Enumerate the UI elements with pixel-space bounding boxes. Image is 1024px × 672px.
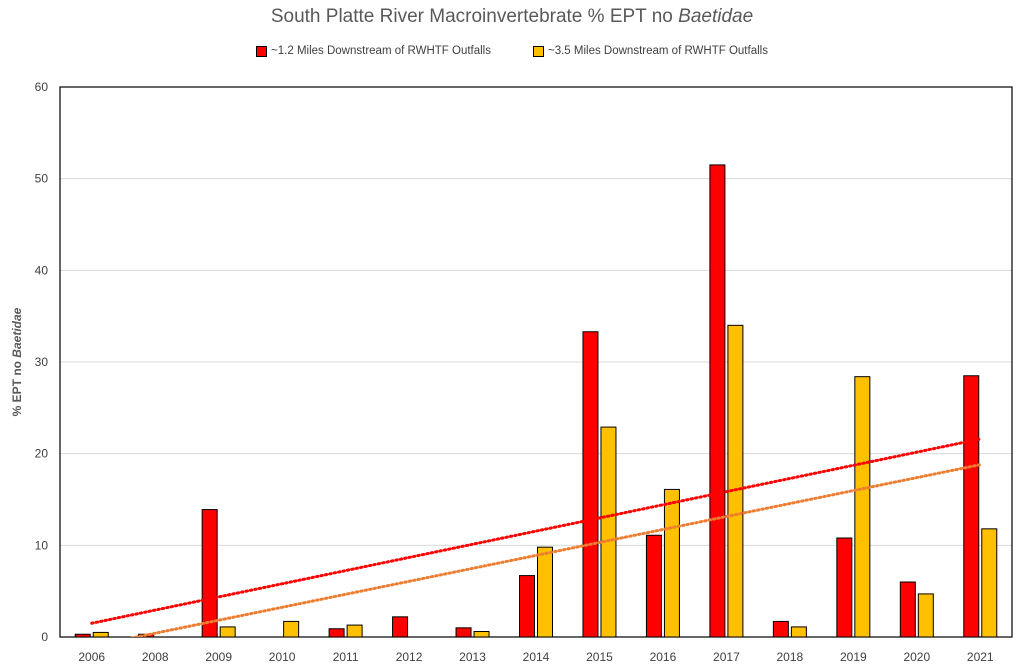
y-axis-label-text: % EPT no: [10, 358, 24, 417]
bar-1-2012: [392, 616, 409, 638]
bar-2-2011: [346, 624, 363, 638]
bar-2-2021: [981, 528, 998, 638]
y-tick-label-10: 10: [35, 538, 49, 552]
x-tick-label-2016: 2016: [650, 650, 677, 664]
bar-2-2006: [92, 631, 109, 638]
y-tick-label-50: 50: [35, 172, 49, 186]
chart-title: South Platte River Macroinvertebrate % E…: [0, 6, 1024, 28]
bar-1-2014: [519, 575, 535, 638]
bar-1-2017: [709, 164, 726, 638]
x-tick-label-2009: 2009: [205, 650, 232, 664]
x-tick-label-2013: 2013: [459, 650, 486, 664]
chart-title-italic: Baetidae: [678, 6, 754, 27]
y-tick-label-40: 40: [35, 263, 49, 277]
bar-2-2009: [219, 626, 236, 638]
bar-2-2017: [727, 324, 744, 638]
bar-1-2020: [899, 581, 916, 638]
y-tick-label-30: 30: [35, 355, 49, 369]
x-tick-label-2012: 2012: [396, 650, 423, 664]
x-tick-label-2017: 2017: [713, 650, 740, 664]
bar-1-2018: [772, 620, 789, 638]
legend-swatch-series-2: [533, 45, 544, 57]
bar-1-2011: [328, 628, 345, 638]
legend-swatch-series-1: [256, 45, 268, 57]
plot-area-border: [59, 86, 1013, 638]
x-tick-label-2011: 2011: [333, 650, 359, 664]
bar-2-2019: [854, 376, 871, 638]
bar-2-2020: [917, 593, 934, 638]
x-tick-label-2008: 2008: [142, 650, 169, 664]
legend-label-series-2: ~3.5 Miles Downstream of RWHTF Outfalls: [548, 45, 768, 57]
y-tick-label-20: 20: [35, 447, 49, 461]
x-tick-label-2014: 2014: [523, 650, 550, 664]
x-tick-label-2010: 2010: [269, 650, 296, 664]
chart-title-text: South Platte River Macroinvertebrate % E…: [270, 6, 673, 27]
legend-label-series-1: ~1.2 Miles Downstream of RWHTF Outfalls: [271, 45, 491, 57]
bar-1-2013: [455, 627, 472, 638]
bar-1-2015: [582, 331, 599, 638]
bar-1-2016: [645, 534, 662, 638]
x-tick-label-2006: 2006: [78, 650, 105, 664]
x-tick-label-2018: 2018: [777, 650, 804, 664]
x-tick-label-2015: 2015: [586, 650, 613, 664]
y-tick-label-60: 60: [35, 80, 49, 94]
bar-1-2021: [963, 375, 980, 638]
bar-1-2009: [201, 509, 218, 638]
bar-2-2013: [473, 631, 490, 638]
bar-2-2010: [283, 620, 300, 638]
bar-2-2014: [537, 546, 553, 638]
bar-1-2019: [836, 537, 853, 638]
y-tick-label-0: 0: [41, 630, 48, 644]
bar-2-2018: [790, 626, 807, 638]
trendline-series-2: [129, 463, 982, 637]
x-tick-label-2021: 2021: [967, 650, 994, 664]
x-tick-label-2019: 2019: [840, 650, 867, 664]
legend-item-series-1: ~1.2 Miles Downstream of RWHTF Outfalls: [256, 45, 491, 57]
trendline-series-1: [90, 437, 982, 625]
chart-legend: ~1.2 Miles Downstream of RWHTF Outfalls …: [0, 45, 1024, 57]
y-axis-label: % EPT no Baetidae: [10, 307, 24, 416]
bar-1-2006: [74, 633, 91, 638]
bar-2-2015: [600, 426, 617, 638]
legend-item-series-2: ~3.5 Miles Downstream of RWHTF Outfalls: [533, 45, 768, 57]
x-tick-label-2020: 2020: [903, 650, 930, 664]
bar-2-2016: [663, 488, 680, 638]
y-axis-label-italic: Baetidae: [10, 307, 24, 357]
